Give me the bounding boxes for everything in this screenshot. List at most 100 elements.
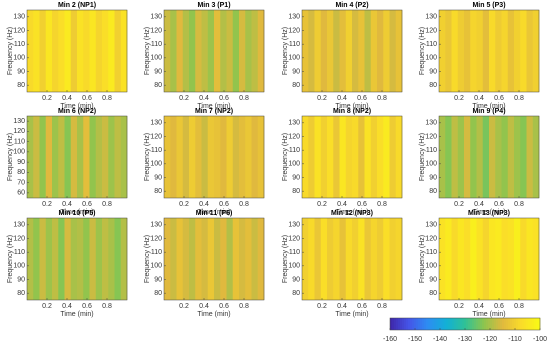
y-tick-label: 100 [425, 161, 437, 168]
y-tick-label: 120 [288, 235, 300, 242]
heatmap-cell [520, 10, 527, 92]
colorbar-step [466, 318, 469, 330]
heatmap-cell [195, 116, 202, 198]
y-axis-label: Frequency (Hz) [7, 27, 14, 75]
heatmap-cell [358, 10, 365, 92]
heatmap-cell [526, 10, 534, 92]
colorbar-step [426, 318, 429, 330]
heatmap-cell [201, 218, 209, 300]
heatmap-cell [308, 10, 315, 92]
colorbar-step [482, 318, 485, 330]
heatmap-cell [64, 116, 72, 198]
y-axis-label: Frequency (Hz) [419, 27, 426, 75]
heatmap-cell [451, 116, 459, 198]
colorbar-step [400, 318, 403, 330]
heatmap-cell [257, 218, 265, 300]
colorbar-step [434, 318, 437, 330]
x-tick-label: 0.2 [179, 201, 189, 208]
colorbar-step [432, 318, 435, 330]
y-tick-label: 80 [17, 169, 25, 176]
heatmap-cell [70, 116, 78, 198]
x-tick-label: 0.8 [514, 201, 524, 208]
heatmap-cell [52, 116, 59, 198]
heatmap-cell [482, 116, 490, 198]
colorbar-step [488, 318, 491, 330]
y-tick-label: 130 [13, 222, 25, 229]
colorbar-step [504, 318, 507, 330]
x-tick-label: 0.8 [102, 201, 112, 208]
colorbar-step [458, 318, 461, 330]
colorbar-tick-label: -160 [383, 336, 397, 343]
x-tick-label: 0.6 [357, 303, 367, 310]
x-axis-label: Time (min) [197, 103, 230, 110]
y-tick-label: 120 [150, 27, 162, 34]
x-tick-label: 0.4 [337, 303, 347, 310]
heatmap-cell [501, 116, 509, 198]
x-tick-label: 0.4 [199, 201, 209, 208]
colorbar-step [486, 318, 489, 330]
heatmap-cell [302, 116, 309, 198]
heatmap-cell [170, 218, 177, 300]
colorbar-tick-label: -110 [508, 336, 522, 343]
heatmap-cell [383, 218, 390, 300]
heatmap-cell [114, 116, 122, 198]
heatmap-cell [70, 218, 78, 300]
x-tick-label: 0.2 [42, 201, 52, 208]
heatmap-cell [58, 116, 65, 198]
colorbar-step [446, 318, 449, 330]
y-tick-label: 120 [425, 27, 437, 34]
y-tick-label: 100 [150, 161, 162, 168]
heatmap-cell [251, 10, 259, 92]
x-tick-label: 0.2 [42, 303, 52, 310]
heatmap-cell [27, 218, 34, 300]
heatmap-cell [327, 116, 334, 198]
y-tick-label: 110 [289, 249, 300, 256]
heatmap-cell [239, 218, 246, 300]
colorbar-tick-label: -100 [533, 336, 547, 343]
heatmap-cell [33, 218, 40, 300]
heatmap-cell [470, 10, 477, 92]
heatmap-cell [495, 116, 502, 198]
colorbar-step [492, 318, 495, 330]
plot-frame [301, 9, 403, 93]
colorbar-step [520, 318, 523, 330]
heatmap-cell [251, 116, 259, 198]
heatmap-cell [526, 218, 534, 300]
x-tick-label: 0.6 [494, 95, 504, 102]
heatmap-cell [64, 10, 72, 92]
heatmap-cell [395, 116, 403, 198]
y-axis-label: Frequency (Hz) [419, 235, 426, 283]
heatmap-cell [70, 10, 78, 92]
y-tick-label: 110 [289, 147, 300, 154]
colorbar-step [422, 318, 425, 330]
colorbar-step [398, 318, 401, 330]
heatmap-cell [27, 116, 34, 198]
colorbar-step [420, 318, 423, 330]
plot-frame [438, 9, 540, 93]
heatmap-cell [182, 10, 190, 92]
heatmap-cell [358, 116, 365, 198]
y-tick-label: 100 [150, 55, 162, 62]
x-tick-label: 0.8 [377, 95, 387, 102]
colorbar-step [418, 318, 421, 330]
heatmap-cell [495, 218, 502, 300]
y-axis-label: Frequency (Hz) [144, 133, 151, 181]
heatmap-cell [120, 10, 128, 92]
x-tick-label: 0.8 [102, 95, 112, 102]
heatmap-cell [83, 10, 90, 92]
heatmap-cell [470, 218, 477, 300]
heatmap-cell [489, 218, 496, 300]
heatmap-cell [308, 116, 315, 198]
x-tick-label: 0.6 [219, 303, 229, 310]
heatmap-cell [320, 218, 328, 300]
y-tick-label: 130 [288, 120, 300, 127]
colorbar-step [430, 318, 433, 330]
heatmap-cell [114, 218, 122, 300]
heatmap-cell [195, 218, 202, 300]
y-tick-label: 130 [288, 14, 300, 21]
colorbar-step [474, 318, 477, 330]
colorbar-step [414, 318, 417, 330]
heatmap-cell [364, 218, 372, 300]
colorbar-step [524, 318, 527, 330]
heatmap-cell [514, 116, 521, 198]
